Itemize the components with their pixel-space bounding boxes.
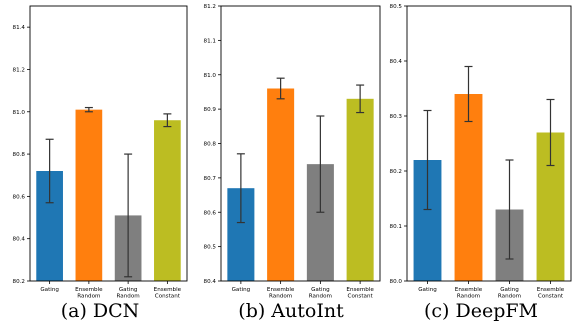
x-tick-label: Ensemble Constant <box>346 287 374 300</box>
y-tick-label: 80.0 <box>390 279 403 285</box>
y-tick-label: 80.5 <box>204 245 217 251</box>
y-tick-label: 81.0 <box>13 110 26 116</box>
caption-autoint: (b) AutoInt <box>238 300 344 322</box>
x-tick-label: Ensemble Random <box>455 287 483 300</box>
y-tick-label: 81.2 <box>13 67 25 73</box>
y-tick-label: 80.1 <box>390 224 403 230</box>
x-tick-label: Ensemble Constant <box>154 287 182 300</box>
chart-dcn: Gating Ensemble Random Gating Random Ensemble… <box>13 5 188 300</box>
y-tick-label: 80.4 <box>13 237 26 243</box>
y-tick-label: 81.4 <box>13 25 26 31</box>
y-tick-label: 80.9 <box>204 107 217 113</box>
chart-autoint: Gating Ensemble Random Gating Random Ensemble… <box>204 4 381 300</box>
chart-deepfm: Gating Ensemble Random Gating Random Ensemble… <box>390 4 572 300</box>
x-tick-label: Gating Random <box>117 287 140 300</box>
bar <box>154 120 181 281</box>
caption-deepfm: (c) DeepFM <box>423 300 539 322</box>
y-tick-label: 81.2 <box>204 4 216 10</box>
x-tick-label: Ensemble Random <box>267 287 295 300</box>
bar <box>75 109 103 282</box>
plot-frame <box>29 5 188 282</box>
y-tick-label: 81.1 <box>204 38 217 44</box>
x-tick-label: Ensemble Random <box>75 287 103 300</box>
y-tick-label: 80.4 <box>204 279 217 285</box>
y-tick-label: 80.2 <box>390 169 402 175</box>
x-tick-label: Gating Random <box>309 287 332 300</box>
plot-frame <box>220 5 381 282</box>
x-tick-label: Gating Random <box>498 287 521 300</box>
y-tick-label: 80.2 <box>13 279 25 285</box>
plot-frame <box>406 5 572 282</box>
x-tick-label: Gating <box>418 287 437 293</box>
x-tick-label: Ensemble Constant <box>537 287 565 300</box>
x-tick-label: Gating <box>40 287 59 293</box>
x-tick-label: Gating <box>232 287 251 293</box>
y-tick-label: 80.4 <box>390 59 403 65</box>
y-tick-label: 80.5 <box>390 4 403 10</box>
caption-dcn: (a) DCN <box>60 300 140 322</box>
y-tick-label: 80.7 <box>204 176 217 182</box>
bar <box>454 94 483 281</box>
y-tick-label: 80.8 <box>13 152 26 158</box>
y-tick-label: 80.6 <box>204 210 217 216</box>
y-tick-label: 81.0 <box>204 73 217 79</box>
y-tick-label: 80.8 <box>204 142 217 148</box>
bar <box>267 88 295 281</box>
bar <box>346 98 374 281</box>
y-tick-label: 80.6 <box>13 194 26 200</box>
y-tick-label: 80.3 <box>390 114 403 120</box>
